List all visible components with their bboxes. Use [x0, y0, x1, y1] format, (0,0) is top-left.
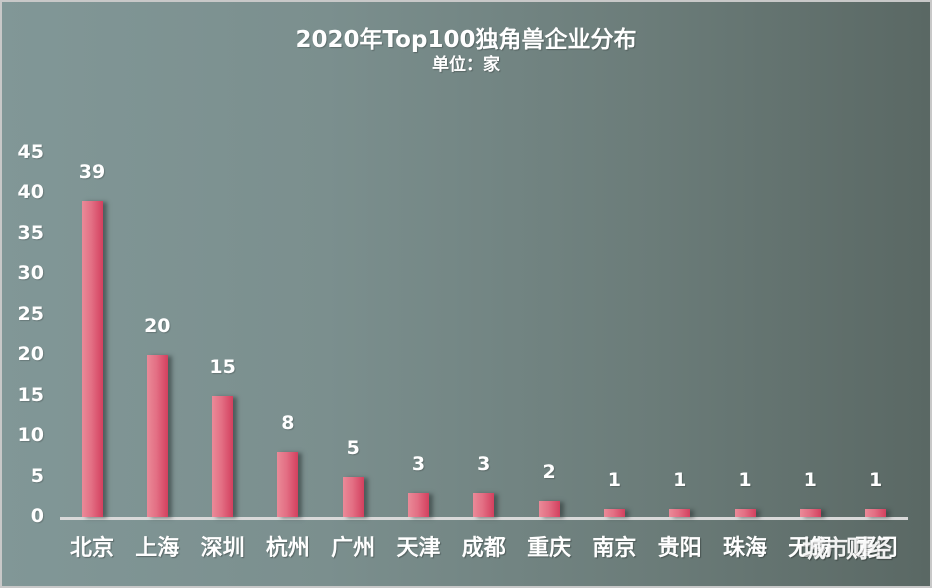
data-label: 1: [738, 468, 752, 491]
data-label: 1: [673, 468, 687, 491]
y-tick-label: 35: [17, 221, 44, 244]
y-tick-label: 45: [17, 140, 44, 163]
data-label: 3: [411, 452, 426, 475]
y-tick-label: 15: [17, 383, 44, 406]
bar: [603, 508, 625, 517]
data-label: 8: [281, 412, 295, 435]
bar: [473, 492, 495, 517]
x-tick-label: 成都: [461, 536, 506, 561]
bar: [669, 508, 691, 517]
data-label: 39: [78, 161, 106, 184]
data-label: 1: [607, 468, 621, 491]
x-tick-label: 北京: [69, 536, 114, 561]
bar: [799, 508, 821, 517]
data-label: 1: [868, 468, 883, 491]
data-label: 1: [803, 468, 817, 491]
x-tick-label: 天津: [396, 536, 441, 561]
x-tick-label: 厦门: [853, 536, 898, 561]
y-tick-label: 30: [17, 262, 44, 284]
x-axis-line: [60, 517, 908, 520]
x-tick-label: 重庆: [527, 536, 572, 561]
x-tick-label: 上海: [135, 536, 180, 561]
watermark: 城市财经: [802, 535, 892, 563]
bar: [146, 355, 168, 517]
x-tick-label: 贵阳: [657, 536, 702, 561]
bar: [734, 508, 756, 517]
x-tick-label: 深圳: [200, 536, 245, 561]
bar: [408, 492, 429, 517]
chart-subtitle: 单位：家: [432, 55, 500, 75]
x-tick-label: 无锡: [788, 536, 833, 561]
data-label: 3: [477, 452, 491, 475]
x-tick-label: 珠海: [722, 536, 767, 561]
bar: [81, 201, 103, 517]
y-tick-label: 0: [30, 505, 44, 527]
data-label: 2: [542, 460, 556, 483]
y-tick-label: 10: [17, 424, 44, 446]
bar: [277, 452, 299, 517]
bar: [212, 395, 234, 517]
chart-title: 2020年Top100独角兽企业分布: [295, 27, 637, 53]
bar: [538, 500, 560, 517]
y-tick-label: 20: [17, 343, 44, 365]
y-tick-label: 25: [17, 302, 44, 325]
x-tick-label: 杭州: [265, 536, 310, 561]
x-tick-label: 广州: [331, 536, 376, 561]
data-label: 5: [346, 436, 360, 459]
bar: [865, 508, 887, 517]
data-label: 15: [209, 355, 236, 378]
y-tick-label: 40: [17, 181, 44, 203]
bar: [342, 476, 364, 517]
y-tick-label: 5: [30, 464, 44, 487]
x-tick-label: 南京: [592, 536, 637, 561]
data-label: 20: [144, 315, 171, 337]
